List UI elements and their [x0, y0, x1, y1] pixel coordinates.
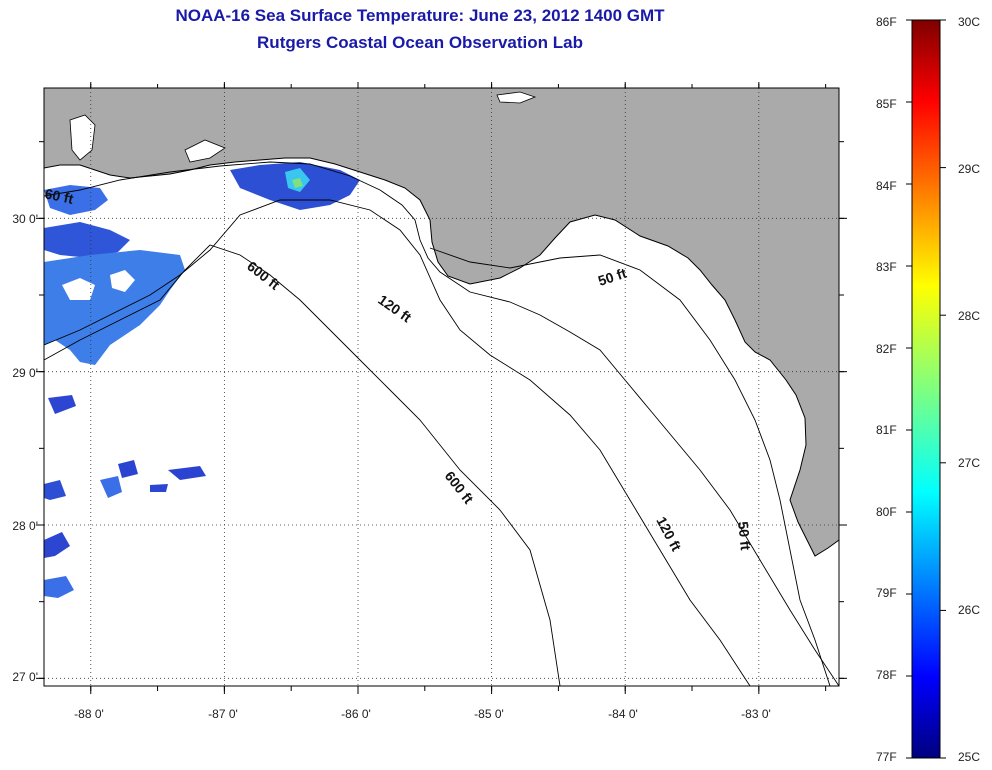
lat-label: 28 0' [2, 519, 38, 533]
colorbar-label-f: 81F [876, 423, 897, 437]
lat-label: 27 0' [2, 670, 38, 684]
lon-label: -87 0' [198, 707, 248, 721]
colorbar-label-f: 84F [876, 179, 897, 193]
colorbar-label-f: 78F [876, 668, 897, 682]
colorbar-label-f: 85F [876, 97, 897, 111]
sst-map: 60 ft 600 ft 120 ft 50 ft 600 ft 120 ft … [0, 0, 992, 770]
lat-label: 30 0' [2, 212, 38, 226]
colorbar-label-f: 86F [876, 15, 897, 29]
colorbar-label-c: 25C [958, 750, 980, 764]
colorbar-label-c: 30C [958, 15, 980, 29]
colorbar-label-f: 77F [876, 750, 897, 764]
lat-label: 29 0' [2, 366, 38, 380]
colorbar-label-f: 83F [876, 260, 897, 274]
colorbar-label-f: 80F [876, 505, 897, 519]
lon-label: -85 0' [464, 707, 514, 721]
colorbar-label-c: 26C [958, 603, 980, 617]
colorbar-label-c: 27C [958, 456, 980, 470]
colorbar-label-c: 28C [958, 309, 980, 323]
colorbar [912, 20, 940, 758]
lon-label: -84 0' [598, 707, 648, 721]
lon-label: -88 0' [64, 707, 114, 721]
colorbar-label-f: 82F [876, 342, 897, 356]
lon-label: -83 0' [731, 707, 781, 721]
colorbar-label-c: 29C [958, 162, 980, 176]
contour-label-50ft-south: 50 ft [735, 521, 754, 552]
lon-label: -86 0' [331, 707, 381, 721]
colorbar-label-f: 79F [876, 586, 897, 600]
